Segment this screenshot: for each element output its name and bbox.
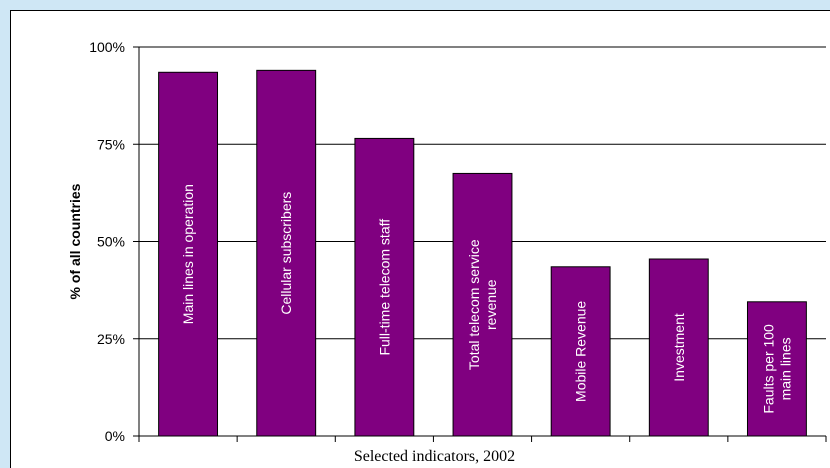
bar [452,172,513,437]
bar [158,71,219,437]
category-label: Cellular subscribers [278,192,294,315]
y-tick-label: 25% [97,331,125,347]
y-tick-label: 75% [97,136,125,152]
category-label: Full-time telecom staff [376,219,392,356]
category-label-line: main lines [777,337,793,400]
category-label: Investment [671,313,687,382]
y-axis-label: % of all countries [67,183,83,299]
axes: 0% 25% 50% 75% 100% [89,39,827,444]
category-label-line: Main lines in operation [180,184,196,324]
y-tick-label: 50% [97,234,125,250]
y-tick-label: 0% [105,428,125,444]
bar [648,258,709,437]
category-label-line: Full-time telecom staff [376,219,392,356]
bars: Main lines in operation Cellular subscrib… [158,69,807,437]
x-axis-label: Selected indicators, 2002 [354,448,515,465]
category-label-line: Investment [671,313,687,382]
category-label: Total telecom servicerevenue [466,239,499,370]
bar [256,69,317,437]
bar [354,137,415,437]
category-label: Mobile Revenue [573,301,589,402]
category-label-line: Total telecom service [466,239,482,370]
category-label: Main lines in operation [180,184,196,324]
category-label: Faults per 100main lines [760,324,793,414]
category-label-line: Mobile Revenue [573,301,589,402]
category-label-line: revenue [483,279,499,330]
y-tick-label: 100% [89,39,125,55]
category-label-line: Faults per 100 [760,324,776,414]
category-label-line: Cellular subscribers [278,192,294,315]
bar [550,266,611,437]
bar [746,301,807,437]
